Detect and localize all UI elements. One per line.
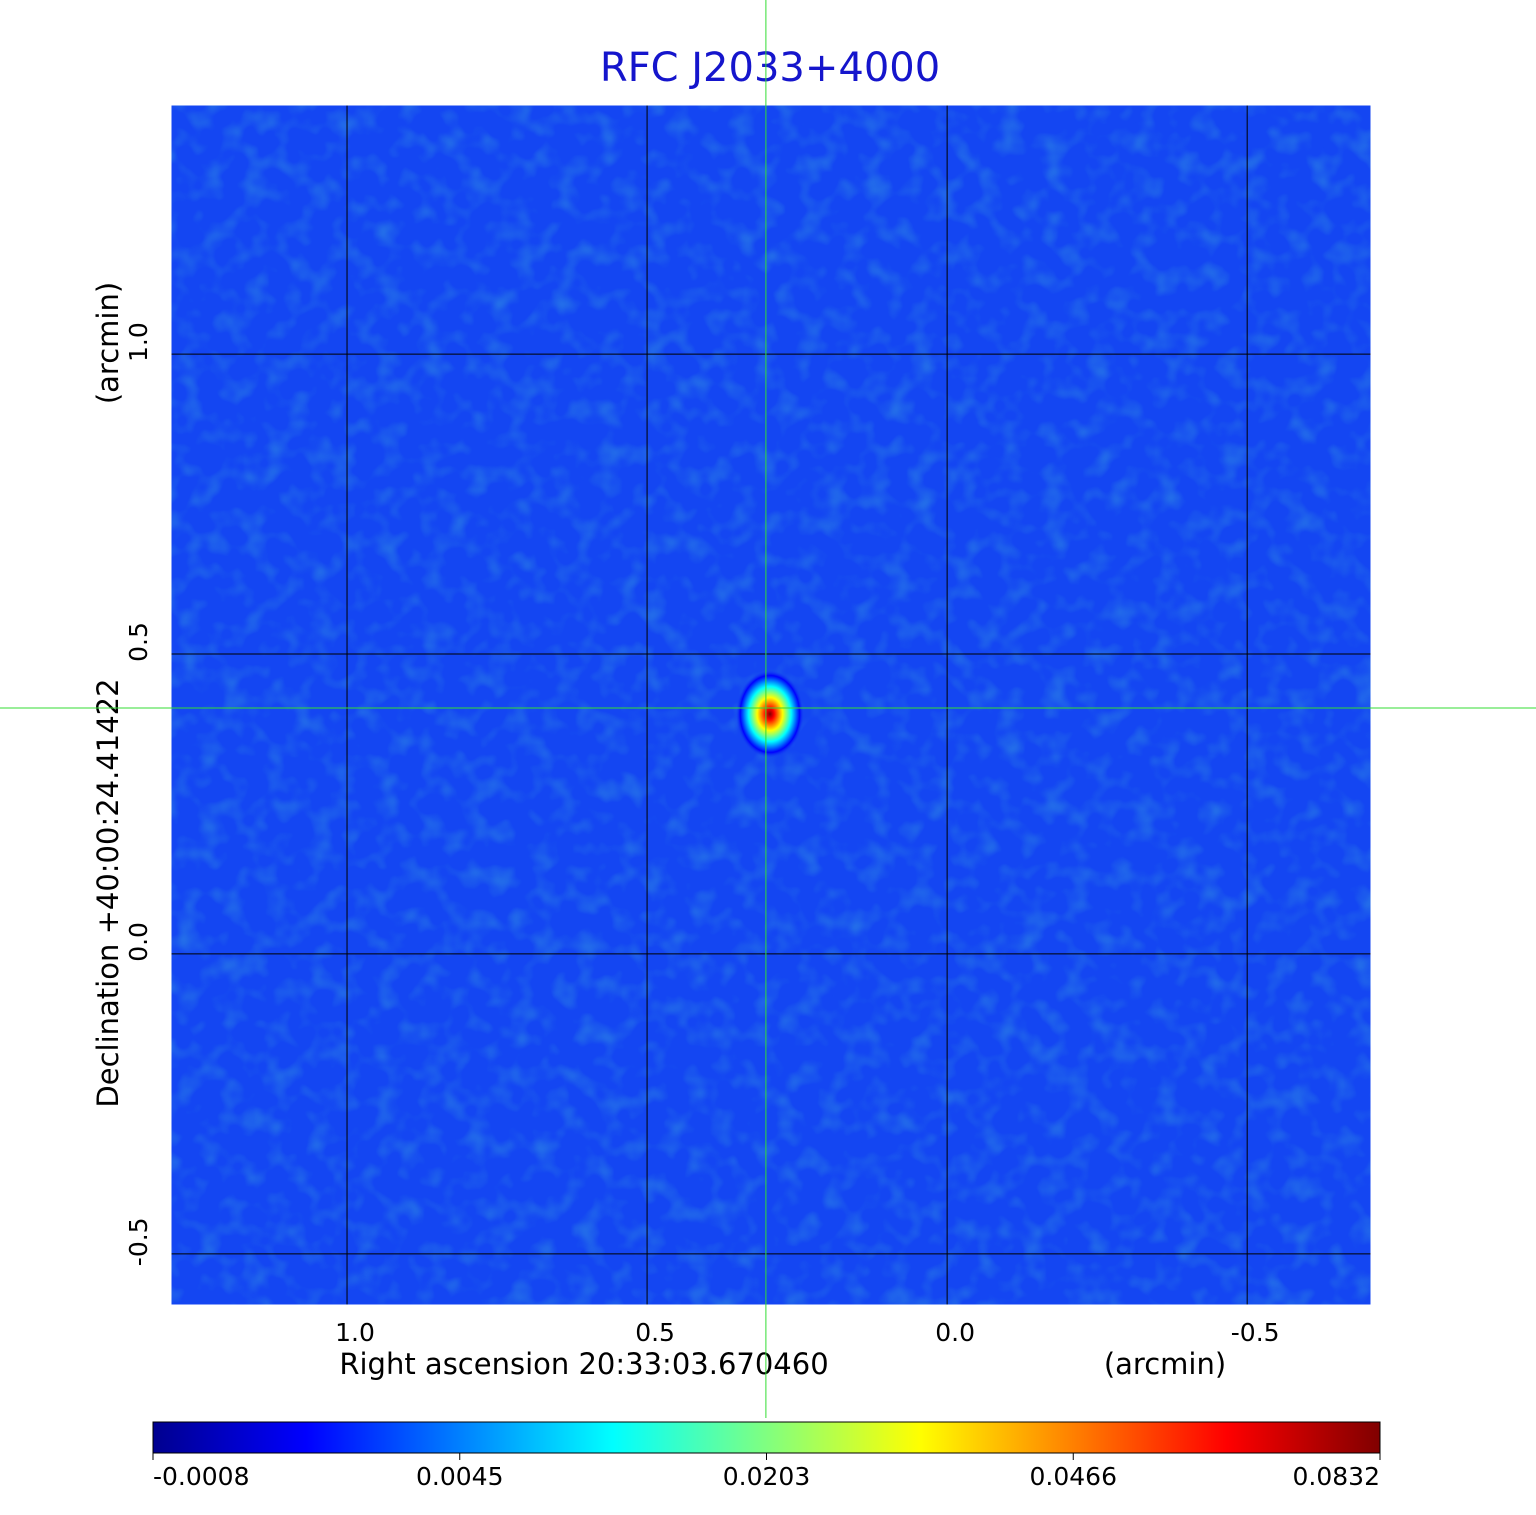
colorbar-tick-label: 0.0203 bbox=[723, 1462, 810, 1491]
y-tick-label: -0.5 bbox=[124, 1217, 153, 1266]
source bbox=[735, 669, 804, 758]
colorbar-tick-label: -0.0008 bbox=[153, 1462, 250, 1491]
x-axis-label: Right ascension 20:33:03.670460 bbox=[339, 1347, 828, 1381]
image-frame bbox=[168, 102, 1374, 1308]
x-tick-label: 0.5 bbox=[635, 1318, 675, 1347]
x-tick-label: 1.0 bbox=[335, 1318, 375, 1347]
colorbar-tick-label: 0.0832 bbox=[1293, 1462, 1380, 1491]
colorbar bbox=[152, 1421, 1381, 1454]
colorbar-tick-label: 0.0466 bbox=[1030, 1462, 1117, 1491]
y-axis-label: Declination +40:00:24.41422 bbox=[91, 678, 125, 1107]
y-tick-label: 0.0 bbox=[124, 922, 153, 962]
chart-title: RFC J2033+4000 bbox=[600, 45, 940, 91]
y-tick-label: 0.5 bbox=[124, 622, 153, 662]
x-tick-label: -0.5 bbox=[1231, 1318, 1280, 1347]
y-axis-unit: (arcmin) bbox=[91, 282, 125, 404]
y-tick-label: 1.0 bbox=[124, 322, 153, 362]
colorbar-tick-label: 0.0045 bbox=[416, 1462, 503, 1491]
x-tick-label: 0.0 bbox=[935, 1318, 975, 1347]
x-axis-unit: (arcmin) bbox=[1104, 1347, 1226, 1381]
